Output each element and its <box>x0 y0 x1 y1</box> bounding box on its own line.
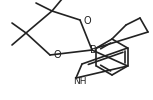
Text: O: O <box>53 50 61 60</box>
Text: O: O <box>83 16 91 26</box>
Text: NH: NH <box>73 76 87 86</box>
Text: B: B <box>90 45 96 55</box>
